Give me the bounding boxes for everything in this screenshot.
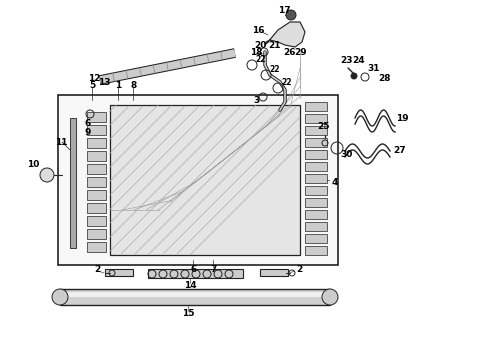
- Text: 23: 23: [340, 55, 352, 64]
- Text: 7: 7: [210, 266, 217, 275]
- Bar: [110, 105, 300, 255]
- Text: 31: 31: [367, 63, 379, 72]
- Bar: [87, 112, 106, 122]
- Bar: [60, 292, 330, 296]
- Text: 18: 18: [250, 48, 263, 57]
- Bar: [305, 234, 327, 243]
- Text: 13: 13: [98, 77, 111, 86]
- Bar: [87, 216, 106, 226]
- Text: 4: 4: [332, 177, 339, 186]
- Text: 26: 26: [283, 48, 295, 57]
- Bar: [305, 114, 327, 123]
- Bar: [305, 186, 327, 195]
- Text: 17: 17: [278, 5, 291, 14]
- Text: 24: 24: [352, 55, 365, 64]
- Text: 11: 11: [55, 138, 68, 147]
- Bar: [87, 164, 106, 174]
- Bar: [87, 229, 106, 239]
- Bar: [305, 102, 327, 111]
- Text: 16: 16: [252, 26, 265, 35]
- Text: 9: 9: [84, 127, 90, 136]
- Text: 21: 21: [268, 41, 280, 50]
- Text: 3: 3: [253, 95, 259, 104]
- Text: 2: 2: [94, 266, 100, 275]
- Bar: [87, 125, 106, 135]
- Bar: [148, 269, 243, 278]
- Bar: [105, 269, 133, 276]
- Circle shape: [286, 10, 296, 20]
- Circle shape: [40, 168, 54, 182]
- Bar: [305, 162, 327, 171]
- Bar: [305, 246, 327, 255]
- Bar: [87, 151, 106, 161]
- Text: 28: 28: [378, 73, 391, 82]
- Text: 6: 6: [84, 118, 90, 127]
- Text: 29: 29: [294, 48, 307, 57]
- Bar: [305, 210, 327, 219]
- Circle shape: [52, 289, 68, 305]
- Text: 15: 15: [182, 310, 194, 319]
- Polygon shape: [265, 22, 305, 47]
- Text: 14: 14: [184, 280, 196, 289]
- Text: 19: 19: [396, 113, 409, 122]
- Bar: [70, 118, 76, 248]
- Text: 12: 12: [88, 73, 100, 82]
- Text: 22: 22: [269, 64, 279, 73]
- Bar: [60, 289, 330, 305]
- Bar: [58, 95, 338, 265]
- Text: 20: 20: [254, 41, 267, 50]
- Circle shape: [351, 73, 357, 79]
- Bar: [87, 203, 106, 213]
- Circle shape: [322, 289, 338, 305]
- Text: 27: 27: [393, 145, 406, 154]
- Text: 10: 10: [27, 159, 39, 168]
- Text: 22: 22: [255, 54, 266, 63]
- Bar: [305, 222, 327, 231]
- Text: 1: 1: [115, 81, 121, 90]
- Text: 5: 5: [89, 81, 95, 90]
- Bar: [87, 242, 106, 252]
- Bar: [305, 150, 327, 159]
- Text: 8: 8: [130, 81, 136, 90]
- Text: 30: 30: [340, 149, 352, 158]
- Text: 22: 22: [281, 77, 292, 86]
- Bar: [305, 174, 327, 183]
- Bar: [305, 138, 327, 147]
- Bar: [87, 190, 106, 200]
- Bar: [87, 177, 106, 187]
- Text: 6: 6: [190, 266, 196, 275]
- Bar: [305, 126, 327, 135]
- Bar: [260, 269, 288, 276]
- Text: 2: 2: [296, 266, 302, 275]
- Bar: [305, 198, 327, 207]
- Text: 25: 25: [317, 122, 329, 131]
- Bar: [87, 138, 106, 148]
